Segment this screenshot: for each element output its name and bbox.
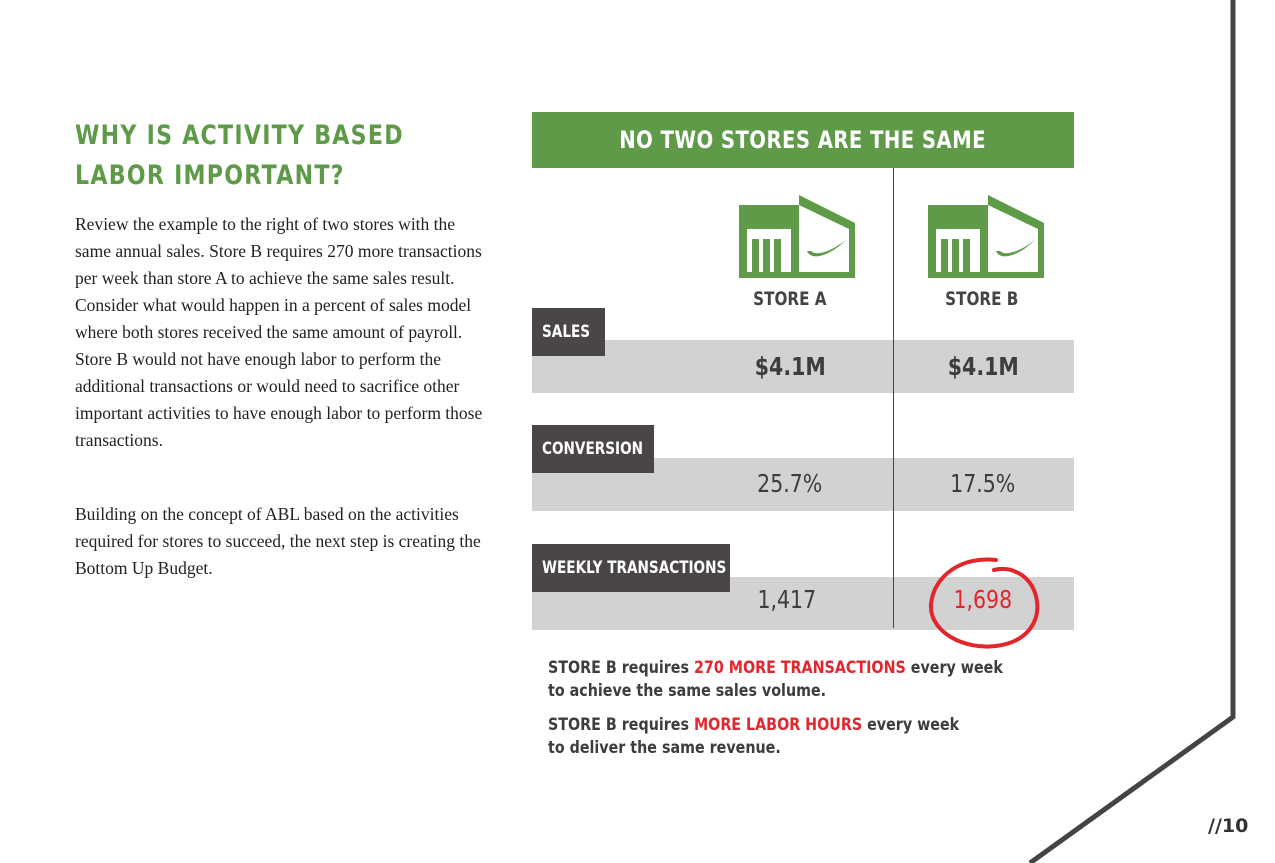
transactions-store-a-value: 1,417 (757, 585, 817, 614)
sales-store-a-value: $4.1M (754, 352, 826, 381)
highlight-circle (928, 557, 1040, 649)
column-divider (893, 168, 894, 628)
body-paragraph: Review the example to the right of two s… (75, 214, 483, 450)
row-label-sales: SALES (532, 308, 605, 356)
comparison-title: NO TWO STORES ARE THE SAME (532, 112, 1074, 168)
sales-store-b-value: $4.1M (947, 352, 1019, 381)
row-label-weekly-transactions: WEEKLY TRANSACTIONS (532, 544, 730, 592)
note-labor-hours: STORE B requires MORE LABOR HOURS every … (548, 715, 960, 758)
page-number: //10 (1208, 815, 1249, 837)
heading-line-1: WHY IS ACTIVITY BASED (75, 120, 404, 151)
conversion-store-b-value: 17.5% (950, 469, 1016, 498)
heading-line-2: LABOR IMPORTANT? (75, 160, 345, 191)
store-a-icon (739, 195, 855, 278)
transactions-store-b-value: 1,698 (953, 585, 1013, 614)
note-transactions: STORE B requires 270 MORE TRANSACTIONS e… (548, 658, 1003, 701)
body-paragraph: Building on the concept of ABL based on … (75, 504, 481, 578)
store-b-icon (928, 195, 1044, 278)
page-heading: WHY IS ACTIVITY BASED LABOR IMPORTANT? (75, 116, 404, 196)
row-label-conversion: CONVERSION (532, 425, 654, 473)
store-a-label: STORE A (753, 288, 827, 310)
sales-band (532, 340, 1074, 393)
store-b-label: STORE B (945, 288, 1019, 310)
conversion-store-a-value: 25.7% (757, 469, 823, 498)
